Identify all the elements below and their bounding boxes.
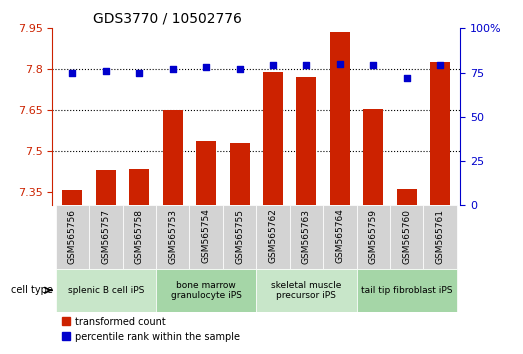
FancyBboxPatch shape (357, 205, 390, 269)
Bar (62, 190, 83, 205)
Text: GSM565760: GSM565760 (402, 209, 411, 263)
Text: GSM565759: GSM565759 (369, 209, 378, 263)
Text: skeletal muscle
precursor iPS: skeletal muscle precursor iPS (271, 281, 342, 300)
Text: GSM565753: GSM565753 (168, 209, 177, 263)
Point (336, 61, 344, 67)
FancyBboxPatch shape (156, 205, 189, 269)
Bar (397, 189, 417, 205)
Text: GSM565763: GSM565763 (302, 209, 311, 263)
Text: bone marrow
granulocyte iPS: bone marrow granulocyte iPS (170, 281, 242, 300)
Text: GSM565757: GSM565757 (101, 209, 110, 263)
Bar (330, 33, 350, 205)
Text: GSM565762: GSM565762 (268, 209, 278, 263)
Bar (129, 169, 149, 205)
Point (168, 66, 177, 72)
Text: GSM565764: GSM565764 (335, 209, 344, 263)
Bar (196, 141, 216, 205)
FancyBboxPatch shape (357, 269, 457, 312)
FancyBboxPatch shape (390, 205, 424, 269)
Text: cell type: cell type (11, 285, 53, 295)
Legend: transformed count, percentile rank within the sample: transformed count, percentile rank withi… (57, 313, 244, 346)
Text: GSM565758: GSM565758 (135, 209, 144, 263)
Bar (96, 170, 116, 205)
Point (269, 63, 277, 68)
Text: GSM565756: GSM565756 (68, 209, 77, 263)
Bar (230, 143, 249, 205)
FancyBboxPatch shape (256, 269, 357, 312)
FancyBboxPatch shape (55, 269, 156, 312)
Bar (297, 77, 316, 205)
FancyBboxPatch shape (223, 205, 256, 269)
Bar (363, 109, 383, 205)
Bar (430, 62, 450, 205)
Point (436, 63, 445, 68)
Text: splenic B cell iPS: splenic B cell iPS (67, 286, 144, 295)
Text: tail tip fibroblast iPS: tail tip fibroblast iPS (361, 286, 452, 295)
FancyBboxPatch shape (122, 205, 156, 269)
Text: GSM565761: GSM565761 (436, 209, 445, 263)
FancyBboxPatch shape (256, 205, 290, 269)
Point (369, 63, 378, 68)
Bar (163, 110, 183, 205)
FancyBboxPatch shape (156, 269, 256, 312)
Text: GSM565754: GSM565754 (201, 209, 211, 263)
Text: GSM565755: GSM565755 (235, 209, 244, 263)
FancyBboxPatch shape (55, 205, 89, 269)
FancyBboxPatch shape (290, 205, 323, 269)
FancyBboxPatch shape (189, 205, 223, 269)
FancyBboxPatch shape (89, 205, 122, 269)
Point (135, 70, 143, 75)
Point (202, 64, 210, 70)
FancyBboxPatch shape (424, 205, 457, 269)
Text: GDS3770 / 10502776: GDS3770 / 10502776 (93, 12, 242, 26)
Point (101, 68, 110, 74)
Bar (263, 72, 283, 205)
Point (235, 66, 244, 72)
FancyBboxPatch shape (323, 205, 357, 269)
Point (68, 70, 76, 75)
Point (302, 63, 311, 68)
Point (403, 75, 411, 81)
